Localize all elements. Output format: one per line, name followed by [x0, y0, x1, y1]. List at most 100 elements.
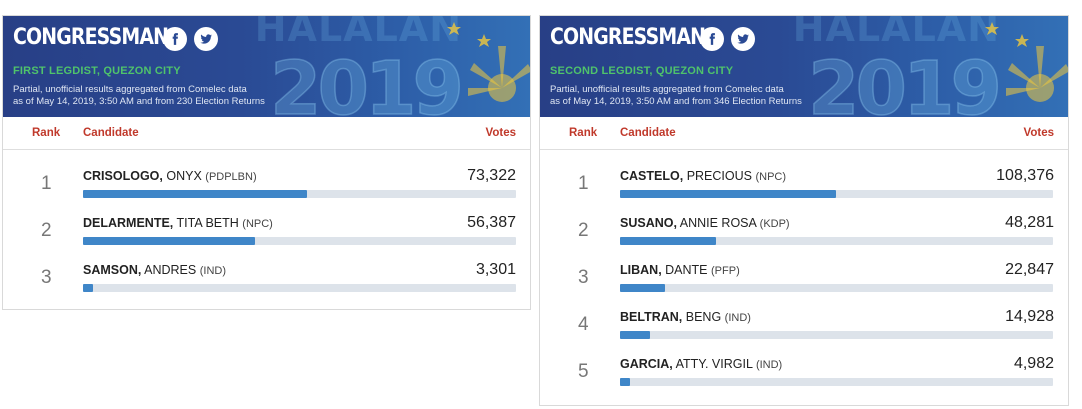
- vote-share-bar: [83, 284, 516, 292]
- table-header: Rank Candidate Votes: [540, 117, 1068, 150]
- candidate-last-name: LIBAN,: [620, 263, 662, 277]
- vote-share-bar: [83, 237, 516, 245]
- candidate-votes: 3,301: [475, 261, 516, 278]
- candidate-name: CRISOLOGO, ONYX (PDPLBN): [83, 169, 257, 183]
- vote-share-bar: [83, 190, 516, 198]
- facebook-icon[interactable]: [700, 27, 724, 51]
- candidate-row: 2 SUSANO, ANNIE ROSA (KDP) 48,281: [540, 206, 1068, 253]
- card-title: CONGRESSMAN: [13, 25, 169, 50]
- vote-share-bar: [620, 378, 1053, 386]
- table-header: Rank Candidate Votes: [3, 117, 530, 150]
- vote-share-fill: [83, 284, 93, 292]
- candidate-rank: 2: [578, 220, 589, 241]
- vote-share-fill: [620, 331, 650, 339]
- candidate-party: (KDP): [759, 218, 790, 230]
- candidate-header: Candidate: [620, 127, 676, 139]
- votes-header: Votes: [485, 127, 516, 139]
- candidate-row: 3 LIBAN, DANTE (PFP) 22,847: [540, 253, 1068, 300]
- candidate-rank: 2: [41, 220, 52, 241]
- philippine-sun-icon: [447, 22, 530, 102]
- district-label: FIRST LEGDIST, QUEZON CITY: [13, 65, 181, 77]
- vote-share-fill: [620, 190, 837, 198]
- candidate-party: (PDPLBN): [205, 171, 257, 183]
- halalan-2019-watermark: HALALAN 2019: [254, 16, 465, 117]
- district-label: SECOND LEGDIST, QUEZON CITY: [550, 65, 734, 77]
- votes-header: Votes: [1023, 127, 1054, 139]
- candidate-row: 1 CASTELO, PRECIOUS (NPC) 108,376: [540, 159, 1068, 206]
- candidate-last-name: CASTELO,: [620, 169, 684, 183]
- candidate-party: (IND): [724, 312, 751, 324]
- vote-share-bar: [620, 331, 1053, 339]
- card-banner: HALALAN 2019 CONGRESSMAN FIRST LEGDIST, …: [3, 16, 530, 117]
- candidate-party: (NPC): [755, 171, 787, 183]
- vote-share-bar: [620, 190, 1053, 198]
- rank-header: Rank: [569, 127, 598, 139]
- candidate-last-name: SAMSON,: [83, 263, 142, 277]
- candidate-last-name: BELTRAN,: [620, 310, 683, 324]
- candidate-rank: 3: [578, 267, 589, 288]
- candidate-row: 1 CRISOLOGO, ONYX (PDPLBN) 73,322: [3, 159, 530, 206]
- candidate-first-name: BENG: [685, 310, 722, 324]
- vote-share-fill: [83, 190, 307, 198]
- candidate-name: SUSANO, ANNIE ROSA (KDP): [620, 216, 790, 230]
- candidate-row: 2 DELARMENTE, TITA BETH (NPC) 56,387: [3, 206, 530, 253]
- results-note: Partial, unofficial results aggregated f…: [550, 84, 802, 107]
- vote-share-fill: [620, 378, 630, 386]
- candidate-row: 3 SAMSON, ANDRES (IND) 3,301: [3, 253, 530, 300]
- candidate-votes: 14,928: [1005, 308, 1054, 325]
- candidate-first-name: ANNIE ROSA: [679, 216, 757, 230]
- candidate-votes: 48,281: [1005, 214, 1054, 231]
- candidate-votes: 73,322: [467, 167, 516, 184]
- candidate-first-name: ANDRES: [144, 263, 197, 277]
- candidate-row: 4 BELTRAN, BENG (IND) 14,928: [540, 300, 1068, 347]
- candidate-first-name: ONYX: [166, 169, 202, 183]
- candidate-name: DELARMENTE, TITA BETH (NPC): [83, 216, 273, 230]
- philippine-sun-icon: [985, 22, 1068, 102]
- candidate-list: 1 CASTELO, PRECIOUS (NPC) 108,376 2 SUSANO, …: [540, 150, 1068, 394]
- vote-share-bar: [620, 237, 1053, 245]
- candidate-last-name: CRISOLOGO,: [83, 169, 163, 183]
- candidate-votes: 108,376: [996, 167, 1054, 184]
- candidate-name: GARCIA, ATTY. VIRGIL (IND): [620, 357, 782, 371]
- candidate-rank: 1: [578, 173, 589, 194]
- candidate-votes: 22,847: [1005, 261, 1054, 278]
- candidate-last-name: GARCIA,: [620, 357, 673, 371]
- candidate-party: (IND): [199, 265, 226, 277]
- candidate-header: Candidate: [83, 127, 139, 139]
- vote-share-fill: [620, 284, 666, 292]
- candidate-name: SAMSON, ANDRES (IND): [83, 263, 226, 277]
- candidate-name: CASTELO, PRECIOUS (NPC): [620, 169, 786, 183]
- candidate-party: (PFP): [711, 265, 740, 277]
- vote-share-bar: [620, 284, 1053, 292]
- vote-share-fill: [620, 237, 717, 245]
- candidate-name: BELTRAN, BENG (IND): [620, 310, 751, 324]
- card-title: CONGRESSMAN: [550, 25, 706, 50]
- candidate-votes: 4,982: [1013, 355, 1054, 372]
- facebook-icon[interactable]: [163, 27, 187, 51]
- candidate-first-name: DANTE: [665, 263, 708, 277]
- candidate-row: 5 GARCIA, ATTY. VIRGIL (IND) 4,982: [540, 347, 1068, 394]
- card-banner: HALALAN 2019 CONGRESSMAN SECOND LEGDIST,…: [540, 16, 1068, 117]
- candidate-rank: 4: [578, 314, 589, 335]
- candidate-first-name: TITA BETH: [176, 216, 239, 230]
- candidate-last-name: SUSANO,: [620, 216, 677, 230]
- twitter-icon[interactable]: [194, 27, 218, 51]
- candidate-rank: 5: [578, 361, 589, 382]
- candidate-first-name: ATTY. VIRGIL: [675, 357, 753, 371]
- results-card-first-district: HALALAN 2019 CONGRESSMAN FIRST LEGDIST, …: [2, 15, 531, 310]
- results-card-second-district: HALALAN 2019 CONGRESSMAN SECOND LEGDIST,…: [539, 15, 1069, 406]
- results-note: Partial, unofficial results aggregated f…: [13, 84, 265, 107]
- rank-header: Rank: [32, 127, 61, 139]
- candidate-first-name: PRECIOUS: [686, 169, 752, 183]
- halalan-2019-watermark: HALALAN 2019: [792, 16, 1003, 117]
- candidate-rank: 3: [41, 267, 52, 288]
- candidate-party: (IND): [755, 359, 783, 371]
- vote-share-fill: [83, 237, 256, 245]
- candidate-last-name: DELARMENTE,: [83, 216, 174, 230]
- candidate-votes: 56,387: [467, 214, 516, 231]
- candidate-rank: 1: [41, 173, 52, 194]
- candidate-party: (NPC): [242, 218, 273, 230]
- candidate-list: 1 CRISOLOGO, ONYX (PDPLBN) 73,322 2 DELARMEN…: [3, 150, 530, 300]
- twitter-icon[interactable]: [731, 27, 755, 51]
- candidate-name: LIBAN, DANTE (PFP): [620, 263, 740, 277]
